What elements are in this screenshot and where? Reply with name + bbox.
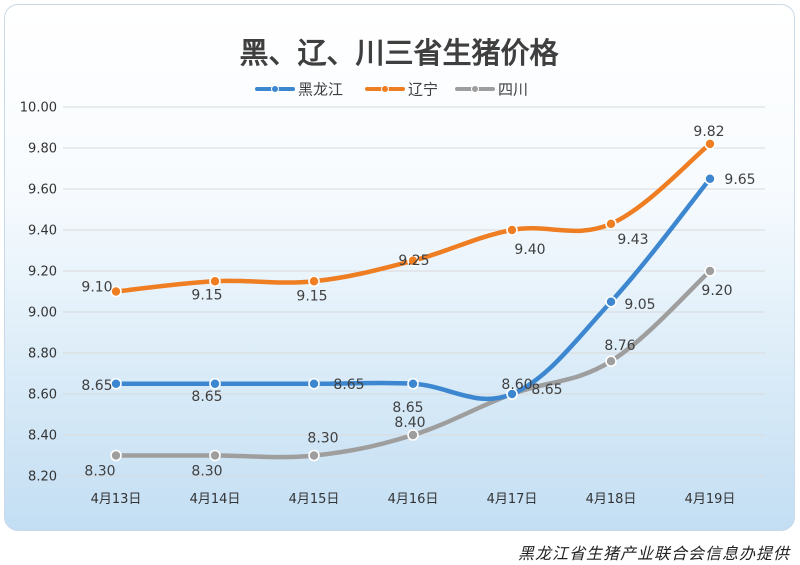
x-tick-label: 4月19日 (685, 492, 736, 507)
legend-swatch-marker (381, 85, 389, 93)
y-tick-label: 9.80 (28, 142, 57, 157)
y-tick-label: 10.00 (20, 101, 57, 116)
data-point (605, 355, 617, 368)
data-point (110, 449, 122, 462)
data-point (605, 295, 617, 308)
data-label: 8.60 (501, 377, 532, 393)
x-tick-label: 4月14日 (190, 492, 241, 507)
data-labels: 8.658.658.658.658.609.059.659.10 9.15 9.15… (81, 124, 755, 480)
data-label: 9.15 (191, 287, 222, 303)
data-point (308, 449, 320, 462)
x-tick-label: 4月18日 (586, 492, 637, 507)
data-point (704, 265, 716, 277)
x-tick-label: 4月13日 (91, 492, 142, 507)
data-label: 8.40 (394, 415, 425, 431)
data-label: 9.20 (701, 283, 732, 299)
data-label: 9.43 (617, 232, 648, 248)
y-tick-label: 8.80 (28, 347, 57, 362)
data-label: 8.30 (84, 464, 115, 480)
data-label: 8.76 (604, 338, 635, 354)
data-label: 9.10 (81, 280, 112, 296)
data-point (209, 275, 221, 288)
line-chart: 黑、辽、川三省生猪价格 8.20 8.40 8.60 8.80 9.00 9.20 9.40… (20, 36, 765, 507)
x-axis: 4月13日 4月14日 4月15日 4月16日 4月17日 4月18日 4月19日 (91, 492, 736, 507)
data-point (110, 377, 122, 390)
x-tick-label: 4月16日 (388, 492, 439, 507)
data-point (209, 377, 221, 390)
y-tick-label: 9.40 (28, 224, 57, 239)
data-label: 8.30 (191, 464, 222, 480)
data-label: 8.65 (81, 378, 112, 394)
y-tick-label: 9.60 (28, 183, 57, 198)
legend: 黑龙江 辽宁 四川 (255, 81, 528, 99)
data-label: 8.65 (191, 389, 222, 405)
series-line (113, 141, 713, 294)
data-label: 8.30 (307, 431, 338, 447)
source-credit: 黑龙江省生猪产业联合会信息办提供 (517, 544, 790, 563)
data-label: 9.05 (624, 297, 655, 313)
data-point (308, 377, 320, 390)
data-label: 9.82 (693, 124, 724, 140)
legend-swatch-marker (471, 85, 479, 93)
data-point (209, 449, 221, 462)
x-tick-label: 4月15日 (289, 492, 340, 507)
data-point (308, 275, 320, 288)
y-tick-label: 8.60 (28, 388, 57, 403)
y-axis: 8.20 8.40 8.60 8.80 9.00 9.20 9.40 9.60 9.80 10.0… (20, 101, 57, 485)
data-point (407, 429, 419, 441)
data-label: 9.65 (724, 172, 755, 188)
y-tick-label: 9.00 (28, 306, 57, 321)
chart-title: 黑、辽、川三省生猪价格 (239, 36, 559, 70)
data-point (407, 377, 419, 390)
legend-swatch-marker (271, 85, 279, 93)
x-tick-label: 4月17日 (487, 492, 538, 507)
legend-label: 黑龙江 (298, 81, 343, 99)
legend-label: 辽宁 (408, 81, 438, 99)
gridlines (63, 106, 765, 477)
data-label: 9.15 (296, 288, 327, 304)
data-label: 8.65 (392, 400, 423, 416)
legend-label: 四川 (498, 81, 528, 99)
data-point (704, 172, 716, 185)
series-lines (110, 138, 716, 462)
y-tick-label: 9.20 (28, 265, 57, 280)
y-tick-label: 8.40 (28, 429, 57, 444)
data-point (605, 218, 617, 230)
data-point (506, 388, 518, 400)
data-label: 8.65 (531, 382, 562, 398)
data-label: 8.65 (333, 377, 364, 393)
data-point (110, 285, 122, 298)
y-tick-label: 8.20 (28, 470, 57, 485)
data-label: 9.25 (398, 253, 429, 269)
data-label: 9.40 (514, 242, 545, 258)
chart-card: 黑、辽、川三省生猪价格 8.20 8.40 8.60 8.80 9.00 9.20 9.40… (4, 4, 795, 531)
data-point (704, 138, 716, 150)
data-point (407, 254, 419, 267)
data-point (506, 224, 518, 236)
